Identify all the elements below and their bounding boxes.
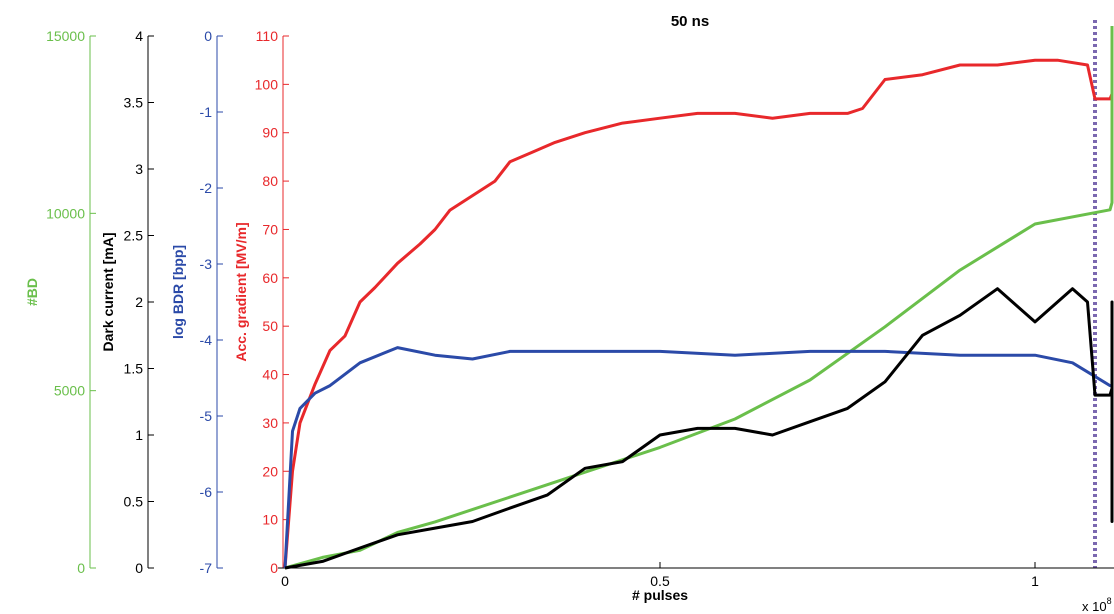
y-axis-title-bd: #BD [24,278,40,306]
y-tick-label-grad: 80 [262,173,278,189]
x-axis: 00.511.522.53 [278,562,1114,589]
y-tick-label-bdr: -6 [200,484,213,500]
y-axis-bd: 0 5000 10000 15000 #BD [24,28,96,576]
y-tick-label-grad: 10 [262,512,278,528]
y-axis-title-bdr: log BDR [bpp] [170,245,186,339]
data-series [283,26,1114,570]
y-axis-grad: 0 10 20 30 40 50 60 70 80 90 100 110 Acc. gradient [… [233,28,289,576]
y-tick-label-grad: 100 [255,76,279,92]
y-tick-label-bdr: -7 [200,560,213,576]
y-tick-label-dark: 2 [135,294,143,310]
y-tick-label-bd: 5000 [54,383,85,399]
y-tick-label-grad: 50 [262,318,278,334]
series-line-bd [284,26,1114,570]
y-tick-label-dark: 0 [135,560,143,576]
y-tick-label-bd: 10000 [46,205,85,221]
x-tick-label: 0 [281,573,289,589]
y-tick-label-dark: 3.5 [124,95,144,111]
y-tick-label-dark: 2.5 [124,228,144,244]
x-axis-multiplier-exponent: 8 [1107,596,1112,606]
series-line-dark [284,287,1114,570]
y-tick-label-grad: 70 [262,221,278,237]
y-axis-dark: 0 0.5 1 1.5 2 2.5 3 3.5 4 Dark current [mA] [100,28,154,576]
y-tick-label-grad: 40 [262,367,278,383]
y-tick-label-grad: 0 [270,560,278,576]
y-tick-label-bd: 15000 [46,28,85,44]
y-tick-label-bdr: -1 [200,104,213,120]
y-tick-label-bdr: -3 [200,256,213,272]
series-line-bdr [283,346,1114,569]
y-tick-label-dark: 0.5 [124,494,144,510]
series-line-grad [283,53,1114,569]
region-labels: 50 ns100 ns150 ns200 ns250 ns [671,13,709,30]
y-tick-label-grad: 30 [262,415,278,431]
y-tick-label-dark: 1.5 [124,361,144,377]
y-tick-label-grad: 110 [256,28,279,44]
y-tick-label-bd: 0 [77,560,85,576]
x-axis-title: # pulses [632,587,688,603]
y-tick-label-bdr: 0 [204,28,212,44]
x-axis-multiplier-base: x 10 [1082,599,1107,614]
y-tick-label-dark: 3 [135,161,143,177]
region-label-1: 50 ns [671,13,709,30]
y-tick-label-bdr: -4 [200,332,213,348]
y-axes: 050001000015000#BD00.511.522.533.54Dark … [24,28,289,576]
x-tick-label: 1 [1031,573,1039,589]
y-axis-title-dark: Dark current [mA] [100,232,116,351]
y-tick-label-grad: 60 [262,270,278,286]
y-tick-label-dark: 4 [135,28,143,44]
y-tick-label-bdr: -5 [200,408,213,424]
y-tick-label-bdr: -2 [200,180,213,196]
region-boundaries [1093,20,1097,568]
x-tick-label: 0.5 [650,573,670,589]
y-axis-title-grad: Acc. gradient [MV/m] [233,222,249,361]
y-tick-label-dark: 1 [135,427,143,443]
x-axis-multiplier: x 108 [1082,596,1112,614]
y-tick-label-grad: 90 [262,125,278,141]
y-axis-bdr: -7 -6 -5 -4 -3 -2 -1 0 log BDR [bpp] [170,28,223,576]
y-tick-label-grad: 20 [262,463,278,479]
